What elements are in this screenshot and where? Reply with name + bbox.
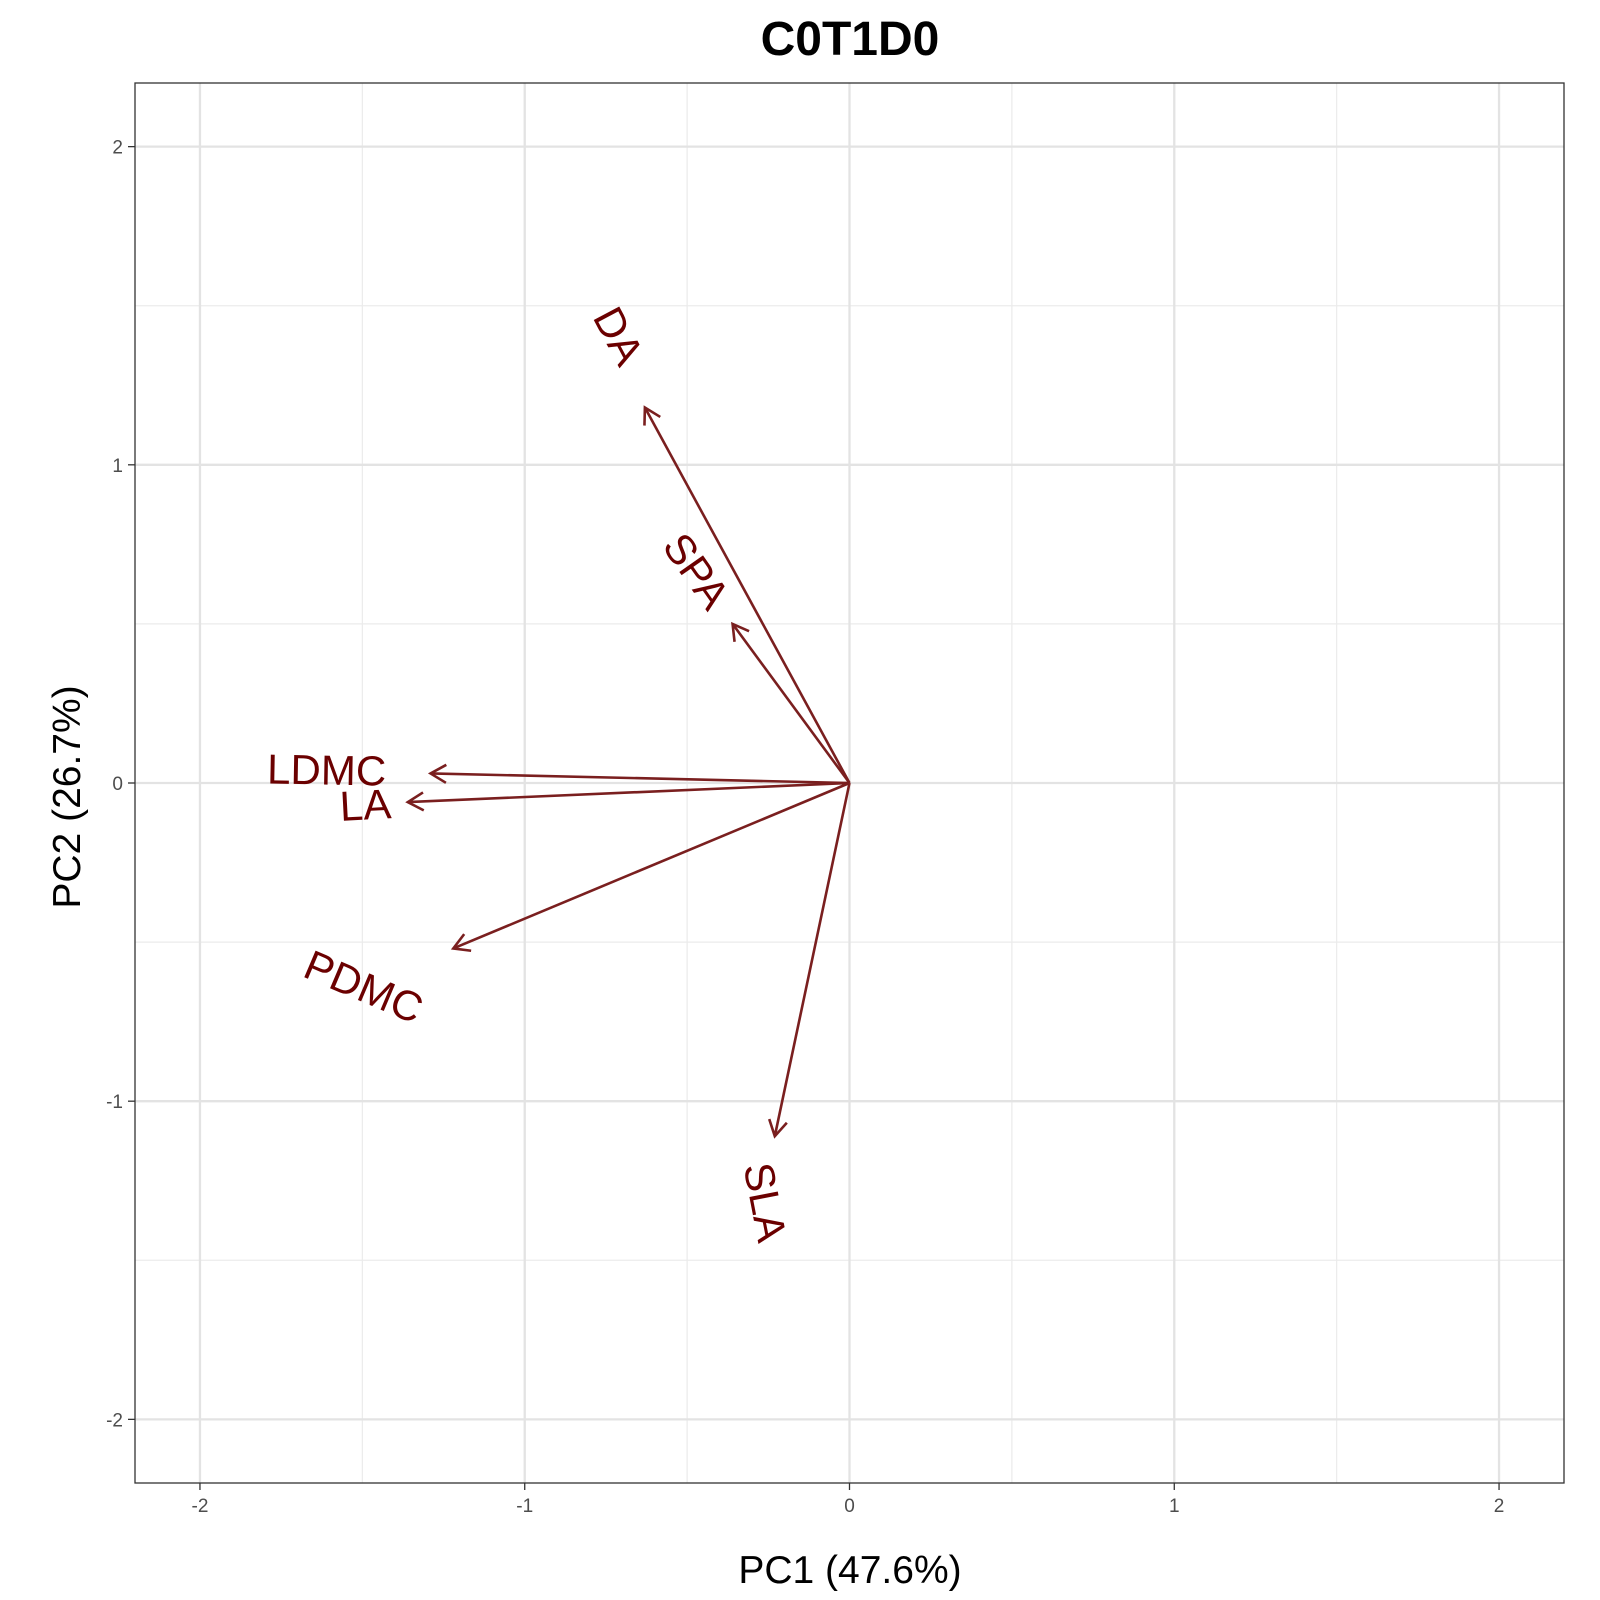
- y-tick-label: 1: [112, 456, 123, 477]
- arrow-shaft-la: [407, 781, 850, 804]
- x-tick-label: 0: [844, 1496, 855, 1517]
- loading-label-ldmc: LDMC: [267, 746, 387, 795]
- arrow-shaft-ldmc: [430, 772, 850, 785]
- loading-arrows: [405, 405, 851, 1139]
- chart-title: C0T1D0: [761, 13, 940, 66]
- y-tick-label: -2: [106, 1410, 123, 1431]
- arrow-head-pdmc: [450, 933, 472, 953]
- arrow-shaft-pdmc: [452, 781, 851, 950]
- arrow-head-la: [405, 791, 425, 812]
- x-tick-label: -1: [516, 1496, 533, 1517]
- y-tick-label: -1: [106, 1092, 123, 1113]
- x-axis-label: PC1 (47.6%): [738, 1549, 961, 1592]
- axis-ticks: -2 -1 0 1 2 -2 -1 0 1 2: [106, 138, 1504, 1517]
- arrow-shaft-sla: [773, 782, 851, 1137]
- arrow-head-da: [643, 405, 661, 426]
- x-tick-label: 1: [1169, 1496, 1180, 1517]
- arrow-head-spa: [731, 621, 750, 642]
- arrow-shaft-spa: [731, 623, 851, 784]
- plot-border: [134, 82, 1565, 1484]
- y-tick-label: 0: [112, 774, 123, 795]
- y-axis-label: PC2 (26.7%): [46, 685, 89, 908]
- arrow-head-ldmc: [427, 763, 447, 784]
- x-tick-label: 2: [1494, 1496, 1505, 1517]
- arrow-head-sla: [767, 1118, 788, 1139]
- loading-label-la: LA: [339, 780, 393, 830]
- y-tick-label: 2: [112, 138, 123, 159]
- arrow-shaft-da: [643, 406, 851, 784]
- x-tick-label: -2: [192, 1496, 209, 1517]
